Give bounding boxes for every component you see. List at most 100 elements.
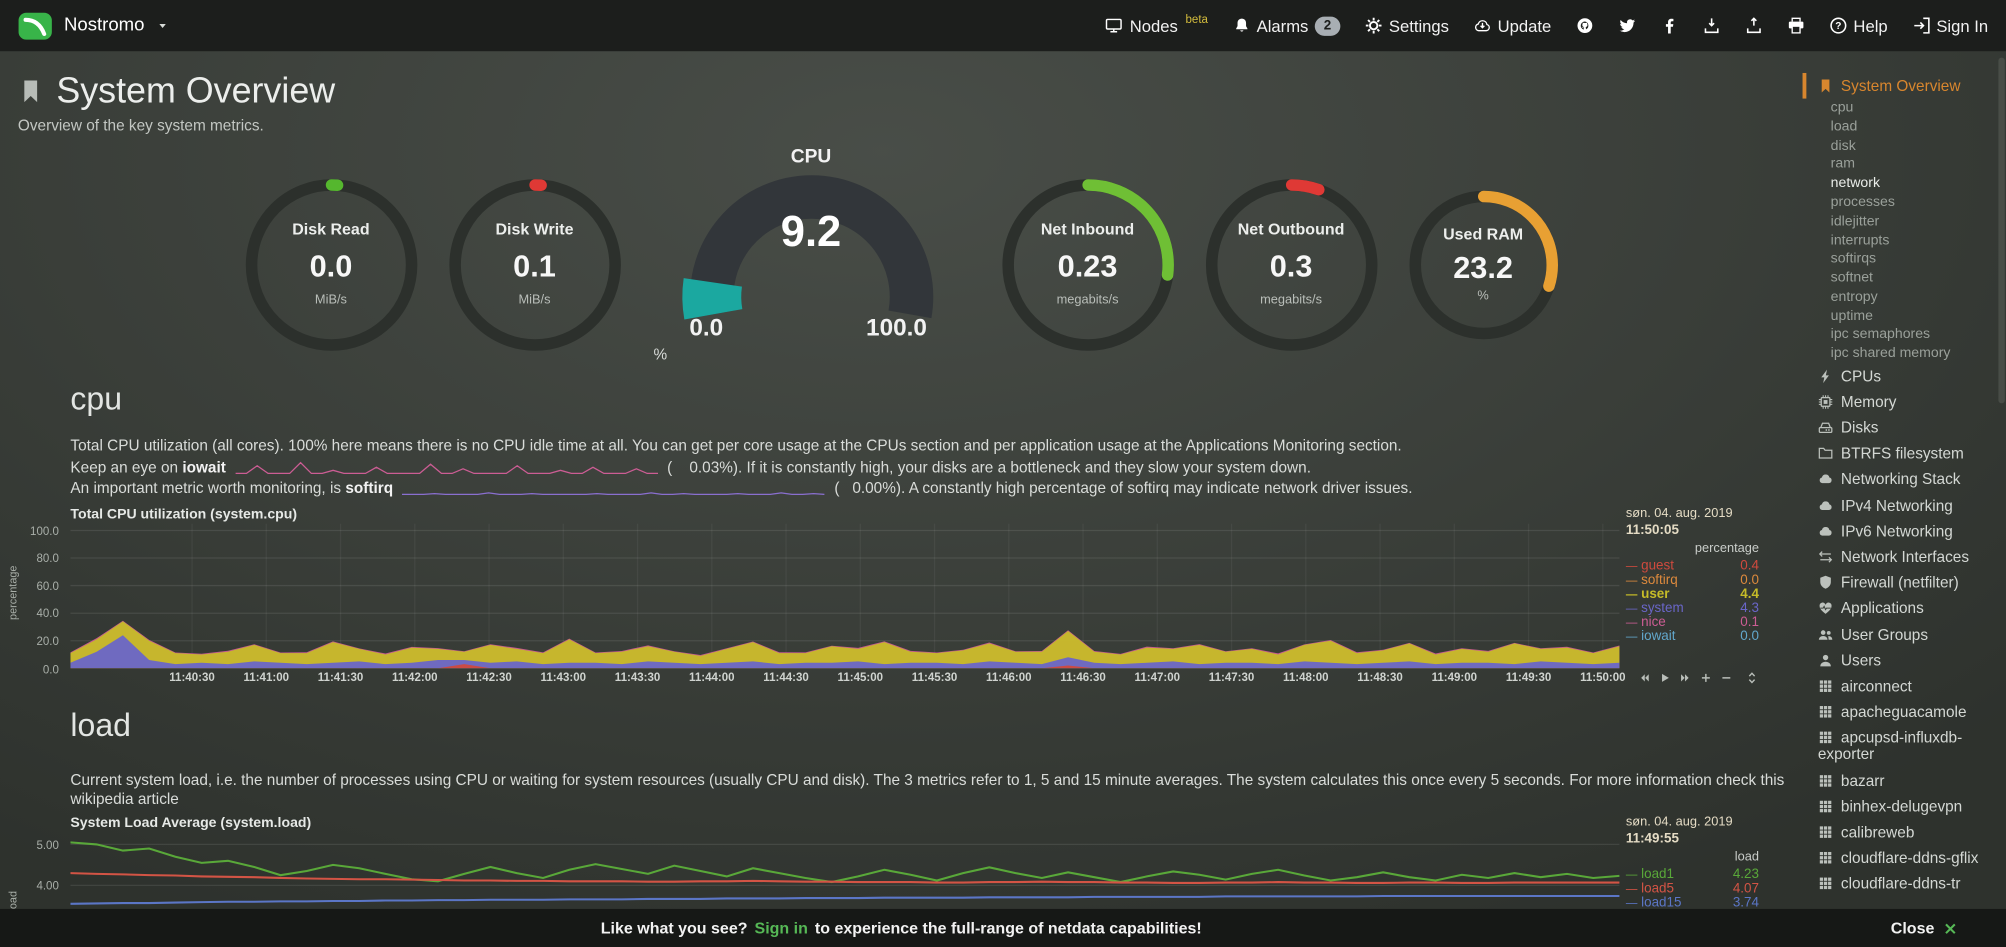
sidebar-item-calibreweb[interactable]: calibreweb xyxy=(1818,820,2001,846)
sidebar-scrollbar[interactable] xyxy=(1998,57,2005,404)
sidebar-item-networking-stack[interactable]: Networking Stack xyxy=(1818,467,2001,493)
node-name[interactable]: Nostromo xyxy=(64,15,145,36)
y-axis-tick: 100.0 xyxy=(30,524,59,538)
y-axis-tick: 40.0 xyxy=(36,607,59,621)
gauge-net-inbound[interactable]: Net Inbound 0.23 megabits/s xyxy=(1000,178,1174,352)
sidebar-subitem-processes[interactable]: processes xyxy=(1830,194,1895,210)
update-icon xyxy=(1473,17,1491,35)
nav-settings[interactable]: Settings xyxy=(1365,16,1449,35)
sidebar-item-firewall-netfilter[interactable]: Firewall (netfilter) xyxy=(1818,570,2001,596)
backward-icon[interactable] xyxy=(1639,671,1651,683)
gauge-used-ram[interactable]: Used RAM 23.2% xyxy=(1408,189,1559,340)
legend-row-iowait[interactable]: — iowait 0.0 xyxy=(1626,629,1759,642)
nav-signin[interactable]: Sign In xyxy=(1912,16,1988,35)
signin-icon xyxy=(1912,17,1930,35)
x-axis-tick: 11:44:30 xyxy=(763,670,809,683)
nav-import[interactable] xyxy=(1702,17,1720,35)
x-axis-tick: 11:48:30 xyxy=(1357,670,1403,683)
zoom-out-icon[interactable] xyxy=(1721,671,1733,683)
sidebar-item-bazarr[interactable]: bazarr xyxy=(1818,768,2001,794)
nav-twitter[interactable] xyxy=(1618,17,1636,35)
x-axis-tick: 11:45:30 xyxy=(911,670,958,683)
sidebar-item-memory[interactable]: Memory xyxy=(1818,390,2001,416)
legend-row-user[interactable]: — user 4.4 xyxy=(1626,587,1759,600)
sidebar-item-users[interactable]: Users xyxy=(1818,648,2001,674)
legend-row-system[interactable]: — system 4.3 xyxy=(1626,601,1759,614)
sidebar-subitem-uptime[interactable]: uptime xyxy=(1830,308,1873,324)
sidebar-subitem-softirqs[interactable]: softirqs xyxy=(1830,251,1877,267)
sidebar-item-ipv6-networking[interactable]: IPv6 Networking xyxy=(1818,519,2001,545)
gear-icon xyxy=(1365,17,1383,35)
sidebar-subitem-ipc-shared-memory[interactable]: ipc shared memory xyxy=(1830,345,1951,362)
legend-row-nice[interactable]: — nice 0.1 xyxy=(1626,615,1759,628)
nav-settings-label: Settings xyxy=(1388,16,1449,36)
gauge-net-outbound[interactable]: Net Outbound 0.3 megabits/s xyxy=(1204,178,1378,352)
sidebar-subitem-idlejitter[interactable]: idlejitter xyxy=(1830,213,1880,229)
sidebar-item-cpus[interactable]: CPUs xyxy=(1818,364,2001,390)
navbar: Nostromo Nodes beta Alarms 2 Settings Update?… xyxy=(0,0,2006,52)
sidebar-subitem-network[interactable]: network xyxy=(1830,175,1881,192)
legend-row-softirq[interactable]: — softirq 0.0 xyxy=(1626,573,1759,586)
banner-close-button[interactable]: Close xyxy=(1891,919,1958,937)
resize-icon[interactable] xyxy=(1745,670,1759,684)
sidebar-item-applications[interactable]: Applications xyxy=(1818,596,2001,622)
section-heading-cpu[interactable]: cpu xyxy=(70,381,123,418)
legend-name: — load1 xyxy=(1625,866,1675,882)
sidebar-item-airconnect[interactable]: airconnect xyxy=(1818,674,2001,700)
legend-row-guest[interactable]: — guest 0.4 xyxy=(1626,559,1759,572)
exchange-icon xyxy=(1818,549,1833,564)
play-icon[interactable] xyxy=(1659,671,1671,683)
nav-export[interactable] xyxy=(1745,17,1763,35)
sidebar-subitem-entropy[interactable]: entropy xyxy=(1830,289,1878,305)
nav-print[interactable] xyxy=(1787,17,1805,35)
legend-row-load1[interactable]: — load1 4.23 xyxy=(1626,867,1759,880)
sidebar-item-label: cloudflare-ddns-tr xyxy=(1840,874,1961,893)
legend-swatch: — xyxy=(1625,629,1638,643)
section-heading-load[interactable]: load xyxy=(70,707,131,744)
caret-down-icon[interactable] xyxy=(156,19,169,32)
sidebar-subitem-disk[interactable]: disk xyxy=(1830,137,1856,154)
legend-row-load5[interactable]: — load5 4.07 xyxy=(1626,881,1759,894)
sidebar-subitem-ram[interactable]: ram xyxy=(1830,156,1855,173)
sidebar-subitem-cpu[interactable]: cpu xyxy=(1830,99,1854,116)
sidebar-item-cloudflare-ddns-gflix[interactable]: cloudflare-ddns-gflix xyxy=(1818,846,2001,872)
nav-nodes[interactable]: Nodes beta xyxy=(1105,13,1208,35)
sidebar-subitem-load[interactable]: load xyxy=(1830,118,1858,135)
x-axis-tick: 11:43:00 xyxy=(540,670,587,683)
sidebar-item-btrfs-filesystem[interactable]: BTRFS filesystem xyxy=(1818,441,2001,467)
x-axis-tick: 11:49:30 xyxy=(1505,670,1552,683)
users-icon xyxy=(1818,627,1833,642)
nav-github[interactable] xyxy=(1576,17,1594,35)
nav-update[interactable]: Update xyxy=(1473,16,1551,35)
github-icon xyxy=(1576,17,1594,35)
legend-row-load15[interactable]: — load15 3.74 xyxy=(1626,895,1759,908)
sidebar-item-apcupsd-influxdb-exporter[interactable]: apcupsd-influxdb-exporter xyxy=(1818,726,2001,768)
nav-help[interactable]: ? Help xyxy=(1829,16,1888,35)
x-axis-tick: 11:46:30 xyxy=(1060,670,1106,683)
sidebar-item-ipv4-networking[interactable]: IPv4 Networking xyxy=(1818,493,2001,519)
sidebar-item-binhex-delugevpn[interactable]: binhex-delugevpn xyxy=(1818,794,2001,820)
sidebar-item-disks[interactable]: Disks xyxy=(1818,415,2001,441)
legend-value: 0.0 xyxy=(1740,627,1759,644)
sidebar-subitem-softnet[interactable]: softnet xyxy=(1830,270,1873,286)
load-chart-plot[interactable] xyxy=(70,831,1620,937)
navbar-brand-group[interactable]: Nostromo xyxy=(18,11,169,40)
signin-link[interactable]: Sign in xyxy=(754,919,808,938)
sidebar-item-cloudflare-ddns-tr[interactable]: cloudflare-ddns-tr xyxy=(1818,871,2001,897)
sidebar-subitem-ipc-semaphores[interactable]: ipc semaphores xyxy=(1830,327,1931,343)
sidebar-item-system-overview[interactable]: System Overview xyxy=(1802,72,2001,99)
nav-facebook[interactable] xyxy=(1660,17,1678,35)
sidebar-item-user-groups[interactable]: User Groups xyxy=(1818,622,2001,648)
cpu-chart-plot[interactable] xyxy=(70,522,1620,672)
sidebar-subitem-interrupts[interactable]: interrupts xyxy=(1830,232,1890,248)
sidebar-item-network-interfaces[interactable]: Network Interfaces xyxy=(1818,545,2001,571)
gauge-cpu[interactable]: CPU 9.2 0.0 100.0% xyxy=(651,146,971,366)
x-axis-tick: 11:44:00 xyxy=(689,670,735,683)
nav-alarms[interactable]: Alarms 2 xyxy=(1232,16,1341,36)
zoom-in-icon[interactable] xyxy=(1700,671,1712,683)
gauge-unit: MiB/s xyxy=(314,292,347,307)
sidebar-item-apacheguacamole[interactable]: apacheguacamole xyxy=(1818,700,2001,726)
forward-icon[interactable] xyxy=(1680,671,1692,683)
gauge-disk-read[interactable]: Disk Read 0.0 MiB/s xyxy=(244,178,418,352)
gauge-disk-write[interactable]: Disk Write 0.1 MiB/s xyxy=(447,178,621,352)
